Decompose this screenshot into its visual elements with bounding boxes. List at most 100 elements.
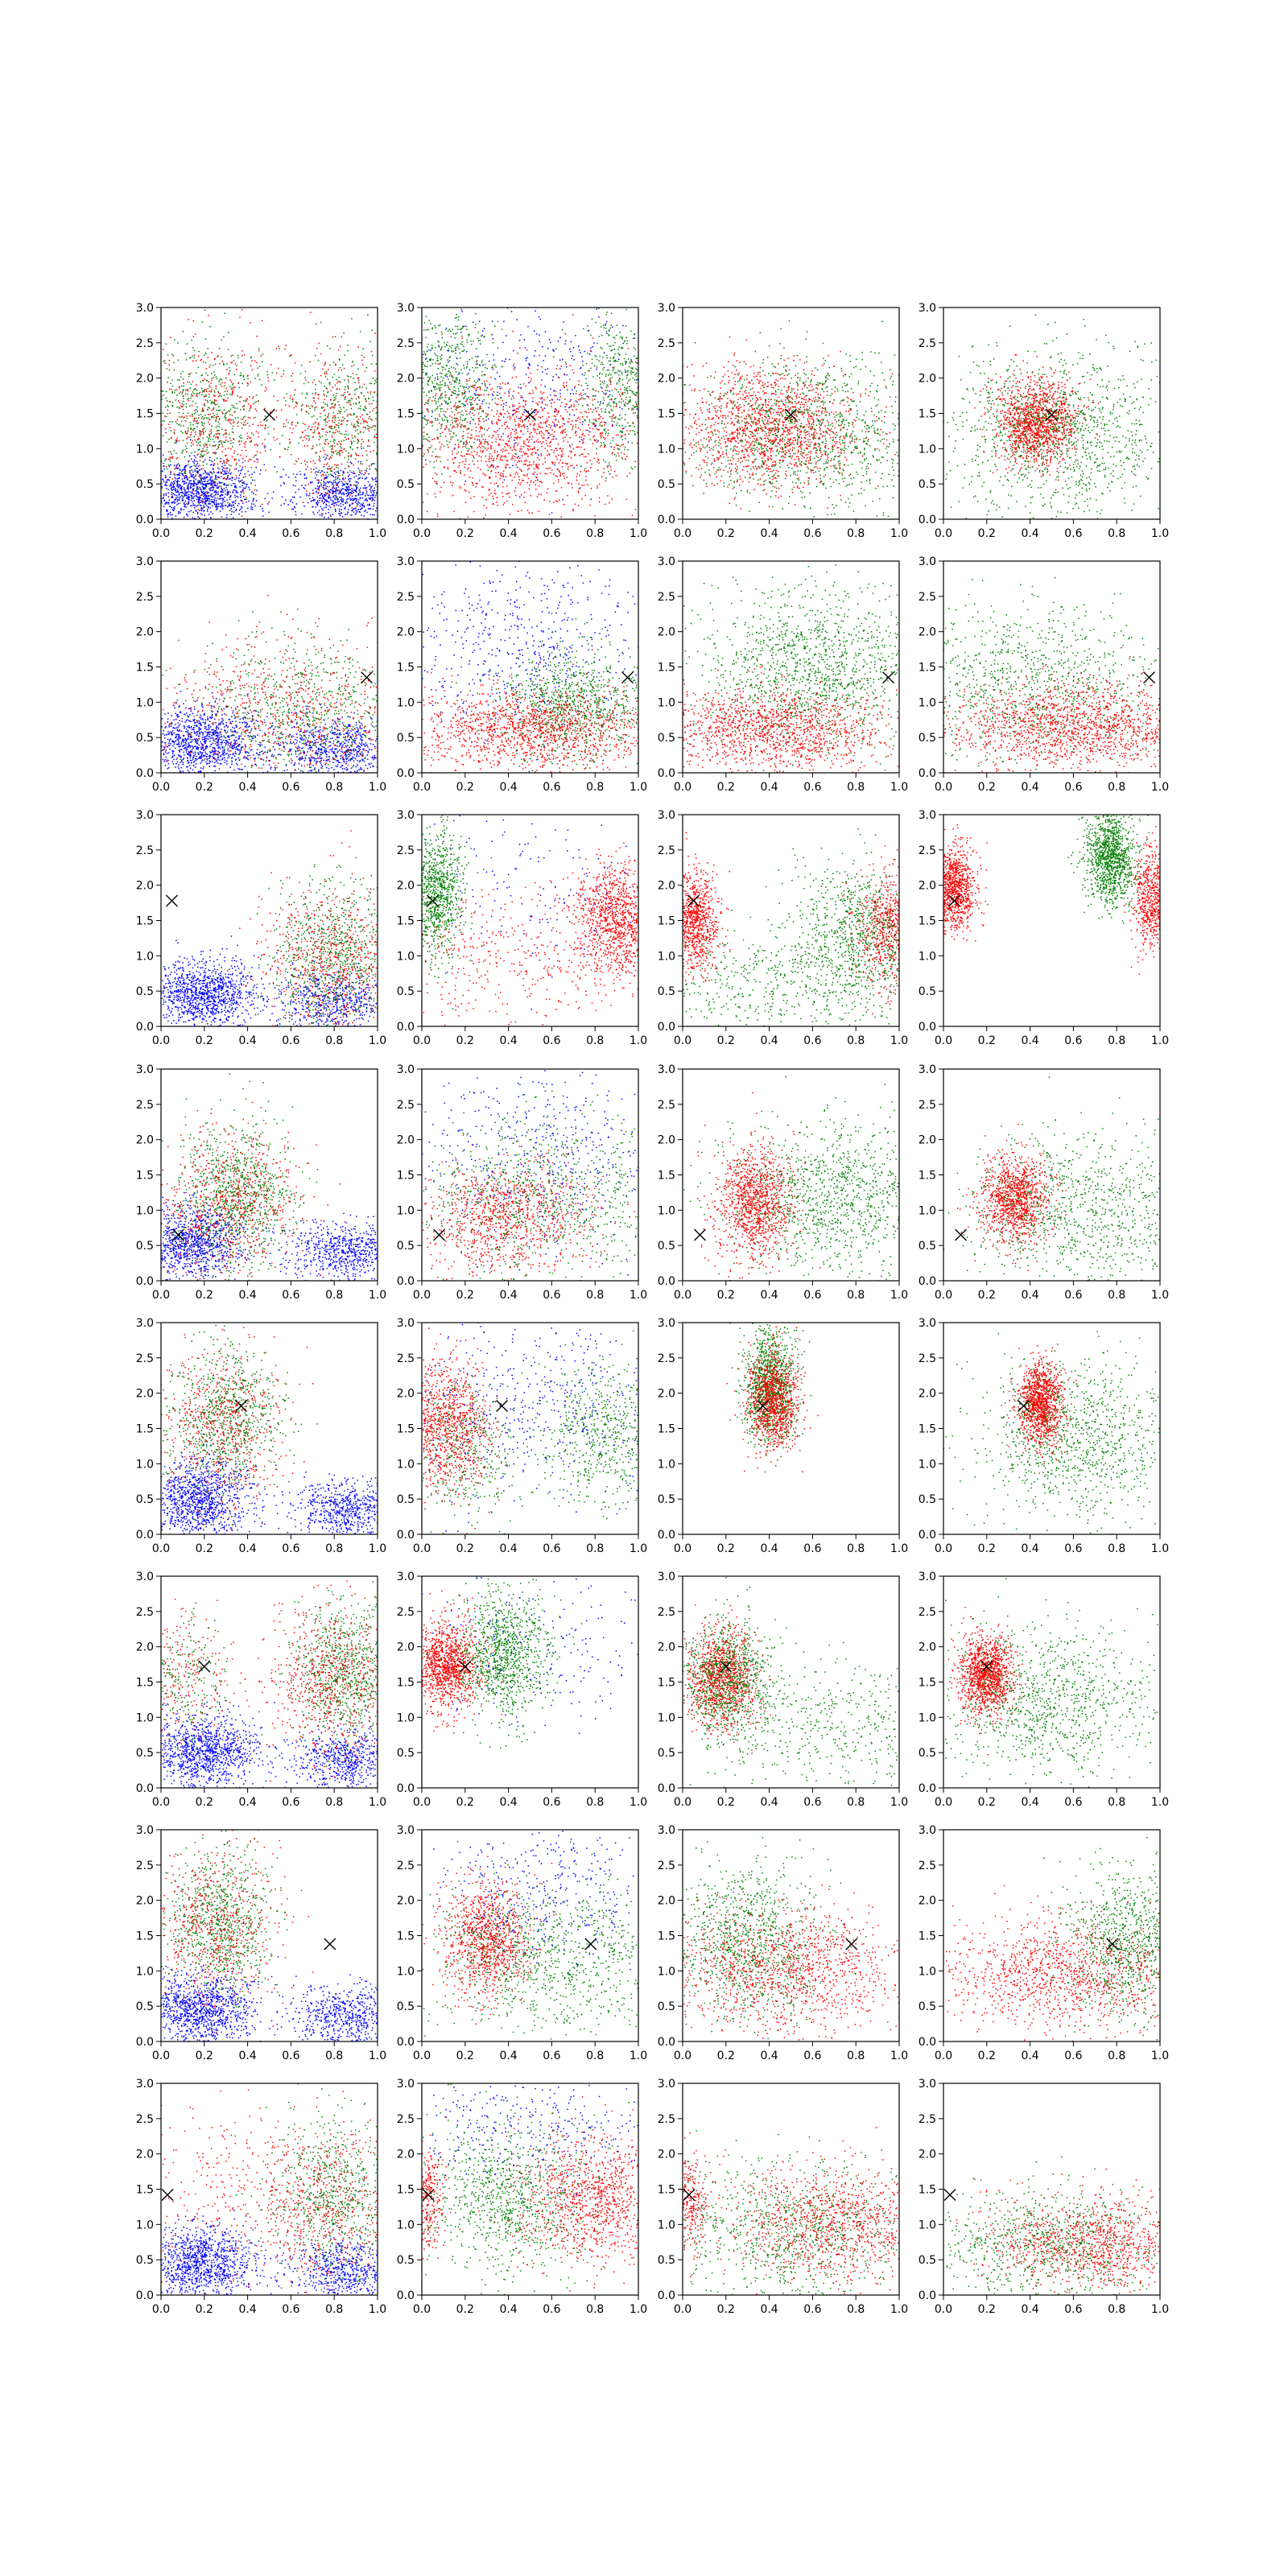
scatter-point	[464, 349, 465, 351]
scatter-point	[233, 406, 235, 407]
scatter-point	[237, 355, 239, 357]
scatter-point	[204, 415, 206, 416]
scatter-point	[217, 437, 219, 439]
scatter-point	[196, 495, 197, 497]
scatter-point	[469, 378, 471, 380]
scatter-point	[316, 468, 317, 469]
scatter-point	[341, 409, 342, 411]
scatter-point	[567, 421, 568, 423]
scatter-point	[441, 473, 443, 475]
scatter-point	[204, 478, 206, 480]
scatter-point	[229, 510, 231, 511]
scatter-point	[477, 332, 479, 333]
scatter-point	[616, 335, 617, 336]
scatter-point	[200, 513, 202, 514]
scatter-point	[221, 477, 222, 478]
scatter-point	[346, 493, 348, 495]
scatter-point	[184, 517, 185, 518]
scatter-point	[609, 361, 610, 362]
scatter-point	[594, 515, 596, 517]
scatter-point	[289, 406, 291, 407]
scatter-point	[441, 418, 443, 419]
scatter-point	[447, 341, 448, 343]
scatter-point	[214, 395, 216, 397]
scatter-point	[304, 475, 306, 477]
scatter-point	[244, 422, 246, 423]
scatter-point	[192, 391, 194, 393]
scatter-point	[457, 412, 459, 414]
scatter-point	[203, 477, 204, 479]
scatter-point	[205, 451, 206, 452]
scatter-point	[207, 509, 208, 510]
scatter-point	[328, 481, 330, 483]
scatter-point	[335, 482, 336, 484]
scatter-point	[471, 417, 473, 419]
scatter-point	[196, 423, 197, 424]
scatter-point	[208, 397, 210, 398]
scatter-point	[168, 424, 170, 426]
scatter-point	[491, 334, 493, 336]
scatter-point	[330, 399, 332, 401]
scatter-point	[196, 393, 198, 394]
scatter-point	[587, 388, 588, 390]
scatter-point	[477, 387, 478, 389]
scatter-point	[180, 488, 181, 489]
scatter-point	[613, 402, 615, 404]
scatter-point	[319, 497, 320, 499]
scatter-point	[208, 440, 209, 442]
scatter-point	[198, 503, 200, 505]
scatter-point	[358, 419, 360, 420]
scatter-point	[344, 418, 345, 419]
scatter-point	[585, 378, 587, 380]
scatter-point	[448, 385, 449, 386]
scatter-point	[167, 514, 169, 515]
scatter-point	[227, 489, 229, 491]
scatter-point	[452, 378, 453, 379]
scatter-point	[620, 446, 621, 448]
scatter-point	[188, 427, 189, 429]
scatter-point	[270, 364, 272, 365]
scatter-point	[365, 407, 366, 409]
scatter-point	[636, 403, 638, 405]
scatter-point	[585, 456, 587, 458]
scatter-point	[190, 488, 192, 489]
scatter-point	[374, 429, 376, 431]
scatter-point	[163, 469, 165, 470]
scatter-point	[227, 398, 229, 399]
scatter-point	[256, 500, 258, 502]
scatter-point	[221, 503, 222, 505]
scatter-point	[198, 438, 200, 440]
scatter-point	[353, 511, 355, 513]
scatter-point	[216, 502, 217, 504]
scatter-point	[633, 393, 634, 394]
scatter-point	[456, 378, 458, 379]
scatter-point	[625, 390, 627, 391]
scatter-point	[374, 437, 375, 439]
scatter-point	[171, 518, 173, 519]
scatter-point	[526, 475, 528, 477]
scatter-point	[171, 489, 173, 491]
scatter-point	[335, 490, 336, 492]
scatter-point	[328, 506, 330, 507]
scatter-point	[267, 427, 269, 428]
scatter-point	[313, 460, 315, 462]
scatter-point	[344, 379, 345, 381]
scatter-point	[432, 363, 434, 365]
scatter-point	[333, 491, 335, 493]
scatter-point	[609, 412, 610, 414]
scatter-point	[371, 383, 373, 385]
scatter-point	[234, 407, 236, 409]
scatter-point	[303, 423, 304, 425]
scatter-point	[352, 361, 353, 362]
scatter-point	[200, 382, 202, 383]
scatter-point	[362, 415, 364, 416]
scatter-point	[327, 404, 328, 406]
scatter-point	[611, 325, 613, 327]
scatter-point	[450, 402, 452, 403]
scatter-point	[245, 420, 246, 422]
scatter-point	[243, 477, 245, 478]
scatter-point	[196, 493, 197, 495]
scatter-point	[559, 471, 560, 473]
scatter-point	[187, 433, 188, 435]
scatter-point	[229, 372, 230, 374]
